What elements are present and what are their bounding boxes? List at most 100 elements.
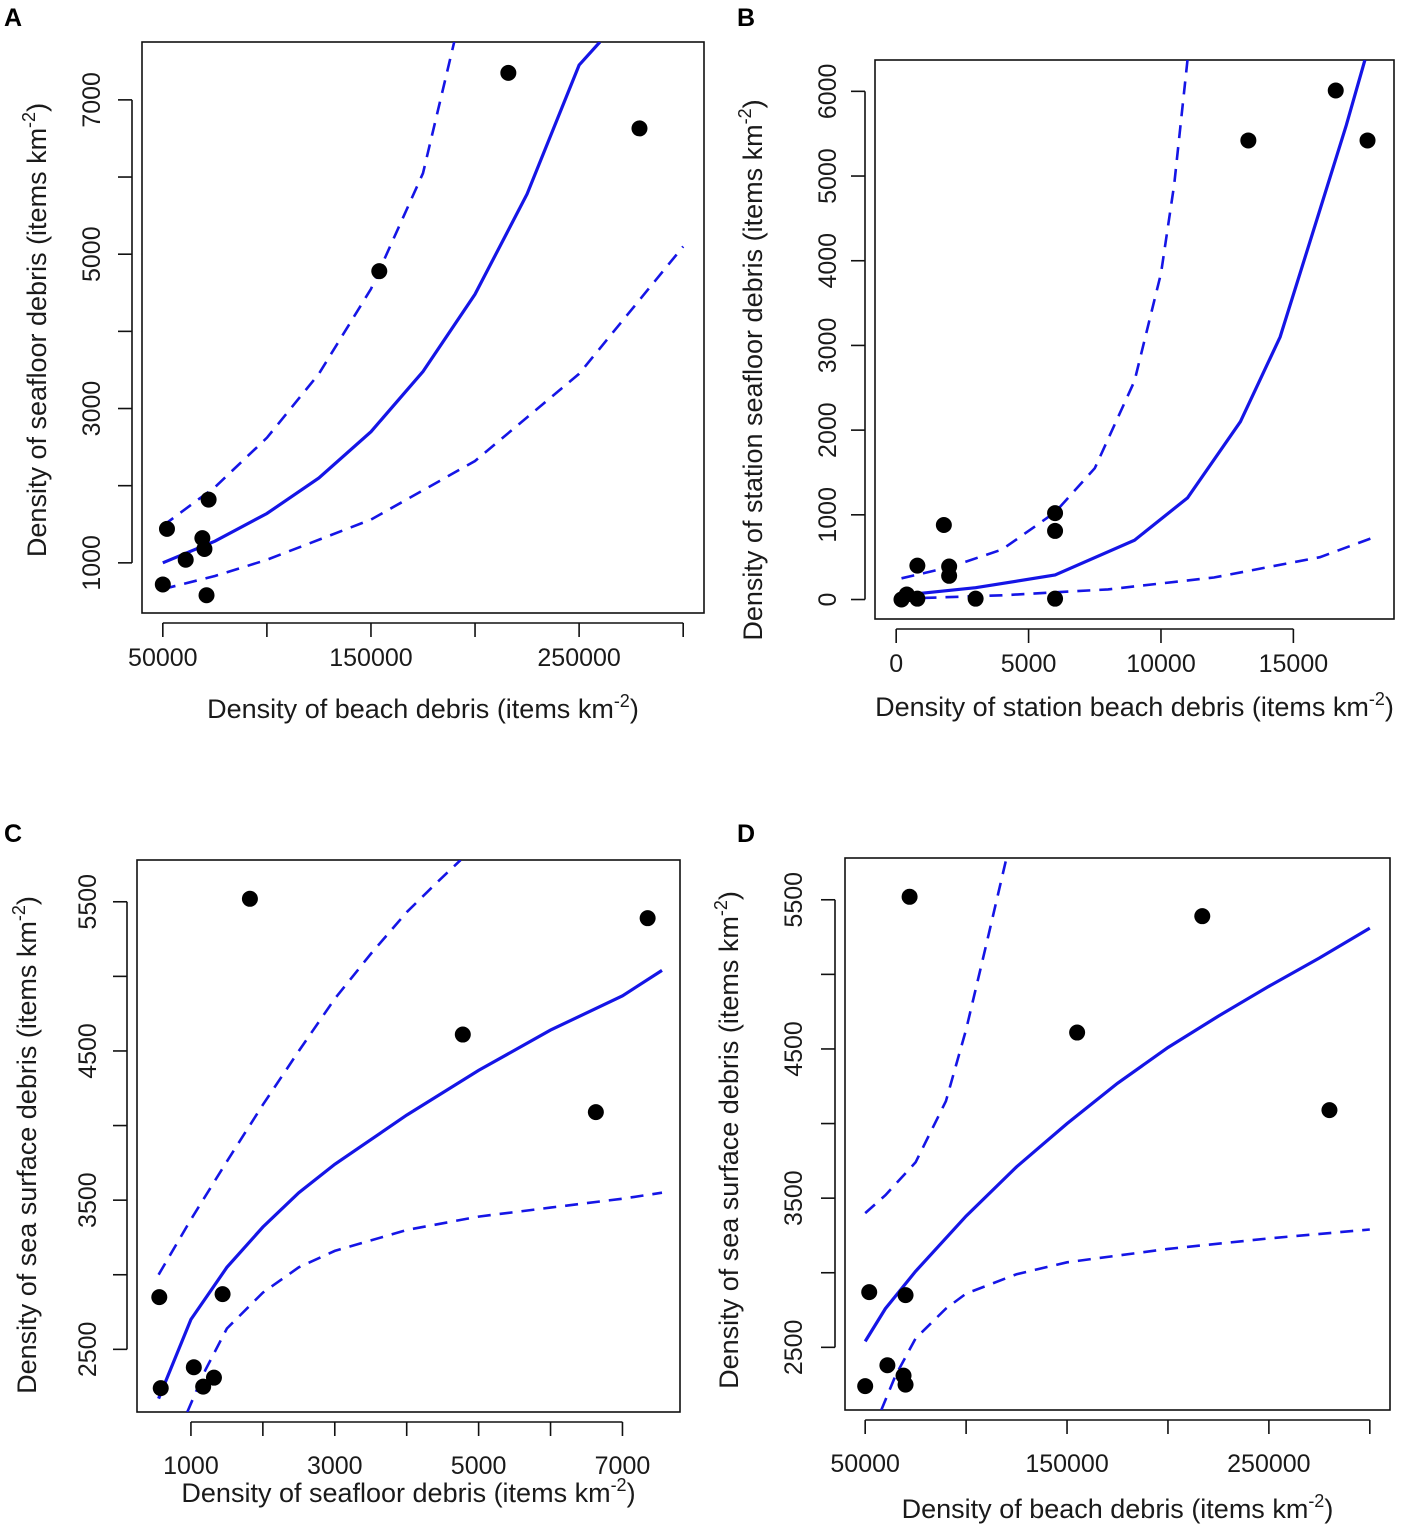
panel-b: B 0 5000 10000 15000 0 1000 2000 3000 4000 5000 60…: [735, 4, 1395, 722]
ci-lower-line: [880, 1228, 1370, 1410]
y-tick-label: 4500: [74, 1023, 102, 1079]
data-point: [879, 1357, 896, 1374]
data-point: [195, 1378, 212, 1395]
ci-upper-line: [162, 42, 456, 527]
data-point: [1327, 82, 1344, 99]
y-axis-title-text: Density of sea surface debris (items km: [714, 916, 744, 1389]
fit-line: [162, 42, 602, 565]
ci-lower-line: [162, 245, 685, 591]
y-axis-title-close: ): [22, 103, 52, 112]
y-axis-title: Density of station seafloor debris (item…: [735, 99, 768, 640]
y-axis-title-exponent: -2: [9, 905, 29, 921]
data-point: [909, 590, 926, 607]
x-tick-label: 250000: [537, 644, 620, 672]
y-tick-label: 6000: [814, 64, 842, 120]
fit-line: [157, 969, 663, 1400]
panel-letter: B: [737, 4, 755, 32]
x-tick-label: 7000: [595, 1452, 651, 1480]
x-axis-title-close: ): [1385, 692, 1394, 722]
y-tick-label: 4000: [814, 233, 842, 289]
data-point: [631, 120, 648, 137]
plot-frame: [141, 41, 705, 614]
x-tick-label: 150000: [329, 644, 412, 672]
data-point: [901, 888, 918, 905]
panel-letter: C: [4, 820, 22, 848]
data-point: [935, 516, 952, 533]
y-axis-title-text: Density of seafloor debris (items km: [22, 128, 52, 557]
y-axis-title: Density of sea surface debris (items km-…: [9, 896, 42, 1394]
ci-lower-line: [901, 536, 1374, 600]
data-point: [1321, 1102, 1338, 1119]
x-tick-label: 1000: [163, 1452, 219, 1480]
plot-frame: [844, 857, 1391, 1411]
data-point: [196, 540, 213, 557]
x-axis-title-text: Density of station beach debris (items k…: [875, 692, 1369, 722]
x-axis-title-text: Density of beach debris (items km: [902, 1494, 1309, 1524]
y-axis-title-close: ): [12, 896, 42, 905]
y-tick-label: 2500: [780, 1320, 808, 1376]
ci-upper-line: [864, 858, 1008, 1215]
x-tick-label: 250000: [1227, 1450, 1310, 1478]
x-tick-label: 150000: [1025, 1450, 1108, 1478]
x-axis-title-close: ): [1324, 1494, 1333, 1524]
y-axis-title: Density of seafloor debris (items km-2): [19, 103, 52, 557]
data-point: [1069, 1024, 1086, 1041]
panel-a: A 50000 150000 250000 1000 3000 5000 7000 Densi…: [4, 4, 705, 724]
ci-upper-line: [901, 60, 1189, 580]
y-tick-label: 3000: [78, 381, 106, 437]
x-tick-label: 3000: [307, 1452, 363, 1480]
x-axis-title-exponent: -2: [611, 1475, 627, 1495]
plot-frame: [874, 59, 1395, 620]
panel-letter: A: [4, 4, 22, 32]
data-point: [151, 1289, 168, 1306]
y-axis-title-exponent: -2: [735, 108, 755, 124]
x-axis-title-close: ): [627, 1478, 636, 1508]
y-tick-label: 0: [814, 593, 842, 607]
y-tick-label: 1000: [78, 535, 106, 591]
x-axis-title: Density of seafloor debris (items km-2): [181, 1475, 635, 1508]
ci-upper-line: [157, 860, 462, 1276]
x-tick-label: 10000: [1126, 650, 1196, 678]
x-axis-title-exponent: -2: [614, 691, 630, 711]
panel-c: C 1000 3000 5000 7000 2500 3500 4500 5500 Densit…: [4, 820, 681, 1508]
data-point: [909, 557, 926, 574]
data-point: [1194, 908, 1211, 925]
y-axis-title-close: ): [714, 891, 744, 900]
y-tick-label: 7000: [78, 72, 106, 128]
y-tick-label: 5000: [814, 148, 842, 204]
y-axis-title-text: Density of sea surface debris (items km: [12, 921, 42, 1394]
data-point: [371, 263, 388, 280]
x-axis-title: Density of beach debris (items km-2): [902, 1491, 1334, 1524]
x-tick-label: 0: [889, 650, 903, 678]
data-point: [861, 1284, 878, 1301]
data-point: [1047, 590, 1064, 607]
y-axis-title-exponent: -2: [711, 900, 731, 916]
data-point: [241, 890, 258, 907]
x-axis-title-exponent: -2: [1308, 1491, 1324, 1511]
x-axis-title-text: Density of beach debris (items km: [207, 694, 614, 724]
y-tick-label: 4500: [780, 1021, 808, 1077]
y-tick-label: 5500: [74, 874, 102, 930]
y-tick-label: 5500: [780, 872, 808, 928]
panel-letter: D: [737, 820, 755, 848]
y-axis-title: Density of sea surface debris (items km-…: [711, 891, 744, 1389]
y-tick-label: 2500: [74, 1322, 102, 1378]
x-tick-label: 50000: [830, 1450, 900, 1478]
data-point: [1240, 132, 1257, 149]
data-point: [154, 576, 171, 593]
x-axis-title-text: Density of seafloor debris (items km: [181, 1478, 610, 1508]
x-axis-title-close: ): [630, 694, 639, 724]
data-point: [1047, 505, 1064, 522]
x-axis-title-exponent: -2: [1369, 689, 1385, 709]
data-point: [967, 590, 984, 607]
data-point: [500, 64, 517, 81]
data-point: [454, 1026, 471, 1043]
panel-d: D 50000 150000 250000 2500 3500 4500 5500 Densi…: [711, 820, 1391, 1524]
y-tick-label: 2000: [814, 402, 842, 458]
fit-line: [901, 60, 1367, 597]
data-point: [185, 1359, 202, 1376]
y-axis-title-text: Density of station seafloor debris (item…: [738, 124, 768, 640]
y-tick-label: 3500: [74, 1172, 102, 1228]
y-tick-label: 5000: [78, 226, 106, 282]
y-axis-title-exponent: -2: [19, 112, 39, 128]
